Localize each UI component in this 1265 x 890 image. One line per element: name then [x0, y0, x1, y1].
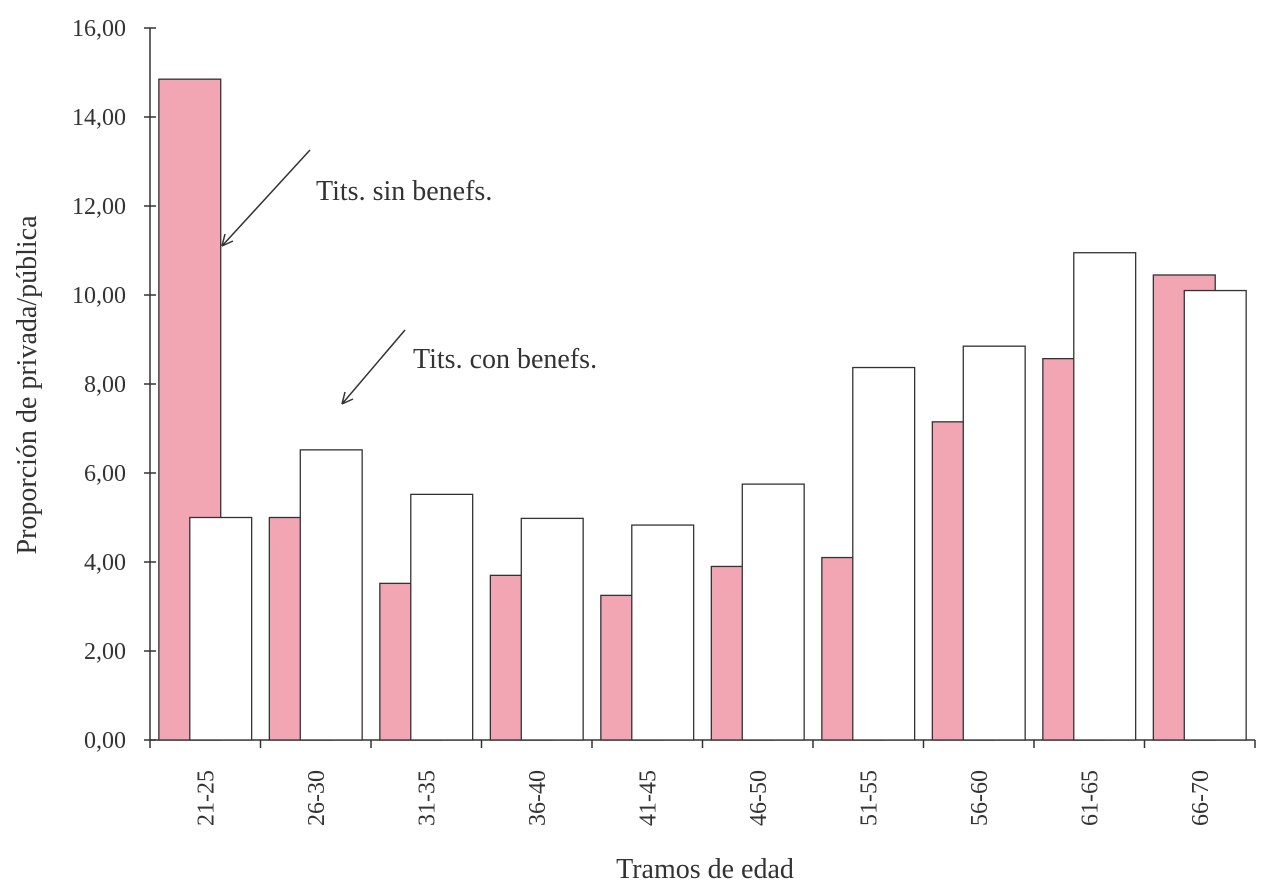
bar-series-2-51-55: [852, 366, 916, 741]
y-tick-label: 0,00: [84, 728, 126, 754]
bar-series-2-66-70: [1183, 289, 1247, 741]
bar-series-2-36-40: [520, 517, 584, 741]
annotation-arrow-sin-benefs: [221, 149, 311, 247]
x-tick-label: 66-70: [1188, 770, 1214, 826]
x-tick-label: 21-25: [193, 770, 219, 826]
x-tick-label: 51-55: [856, 770, 882, 826]
x-tick-label: 31-35: [414, 770, 440, 826]
x-tick-label: 56-60: [967, 770, 993, 826]
bars: [158, 78, 1247, 741]
x-tick-label: 36-40: [525, 770, 551, 826]
y-tick-label: 10,00: [72, 283, 126, 309]
x-axis-title: Tramos de edad: [616, 854, 794, 885]
y-tick-label: 4,00: [84, 550, 126, 576]
annotation-tits-con-benefs: Tits. con benefs.: [413, 344, 597, 375]
x-tick-label: 61-65: [1077, 770, 1103, 826]
x-tick-label: 26-30: [304, 770, 330, 826]
x-tick-label: 46-50: [746, 770, 772, 826]
y-tick-label: 14,00: [72, 105, 126, 131]
annotation-arrowhead-con-benefs: [341, 391, 354, 405]
annotation-tits-sin-benefs: Tits. sin benefs.: [316, 176, 492, 207]
bar-series-2-61-65: [1073, 252, 1137, 741]
x-tick-label: 41-45: [635, 770, 661, 826]
y-tick-label: 8,00: [84, 372, 126, 398]
y-tick-label: 2,00: [84, 639, 126, 665]
y-axis-title: Proporción de privada/pública: [12, 215, 43, 555]
bar-series-2-26-30: [299, 449, 363, 741]
bar-series-2-31-35: [410, 493, 474, 741]
bar-series-2-56-60: [962, 345, 1026, 741]
y-axis: 0,00 2,00 4,00 6,00 8,00 10,00 12,00 14,00 16,00: [72, 16, 156, 754]
x-axis: 21-25 26-30 31-35 36-40 41-45 46-50 51-55 56-60…: [149, 739, 1256, 826]
annotation-arrowhead-sin-benefs: [221, 233, 234, 247]
y-tick-label: 16,00: [72, 16, 126, 42]
bar-series-2-41-45: [631, 524, 695, 741]
y-tick-label: 6,00: [84, 461, 126, 487]
bar-series-2-21-25: [189, 516, 253, 741]
annotation-arrow-con-benefs: [341, 329, 406, 405]
y-tick-label: 12,00: [72, 194, 126, 220]
bar-series-2-46-50: [741, 483, 805, 741]
